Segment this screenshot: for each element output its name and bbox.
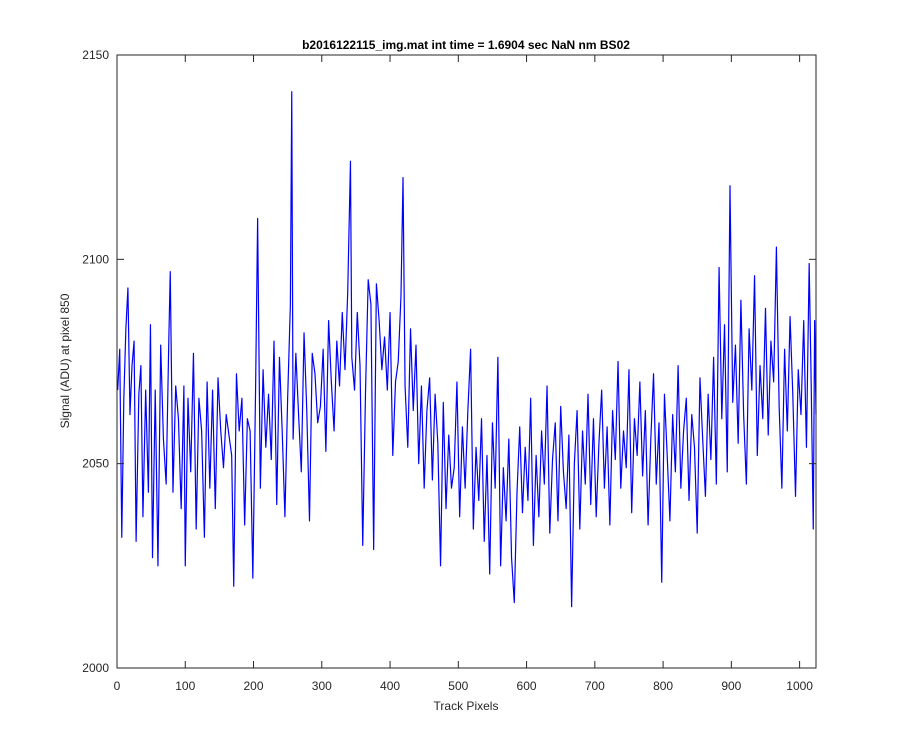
plot-area-border [116,54,817,669]
x-tick-label: 900 [721,679,741,693]
series-layer [117,91,817,608]
x-tick-label: 1000 [786,679,813,693]
x-tick-label: 0 [114,679,121,693]
series-line-0 [117,91,817,608]
plot-area-background [117,55,816,668]
x-tick-label: 400 [380,679,400,693]
y-tick-label: 2000 [82,661,109,675]
x-tick-label: 800 [653,679,673,693]
x-axis-label: Track Pixels [434,699,499,713]
x-tick-label: 100 [175,679,195,693]
y-axis-label: Signal (ADU) at pixel 850 [58,293,72,428]
y-tick-label: 2050 [82,457,109,471]
y-tick-label: 2150 [82,48,109,62]
x-tick-label: 700 [585,679,605,693]
x-tick-label: 500 [448,679,468,693]
x-axis: 0 100 200 300 400 500 600 700 800 900 1000 [114,55,813,693]
x-tick-label: 200 [244,679,264,693]
x-tick-label: 300 [312,679,332,693]
y-axis: 2000 2050 2100 2150 [82,48,816,675]
x-tick-label: 600 [517,679,537,693]
y-tick-label: 2100 [82,252,109,266]
chart-title: b2016122115_img.mat int time = 1.6904 se… [302,38,630,52]
